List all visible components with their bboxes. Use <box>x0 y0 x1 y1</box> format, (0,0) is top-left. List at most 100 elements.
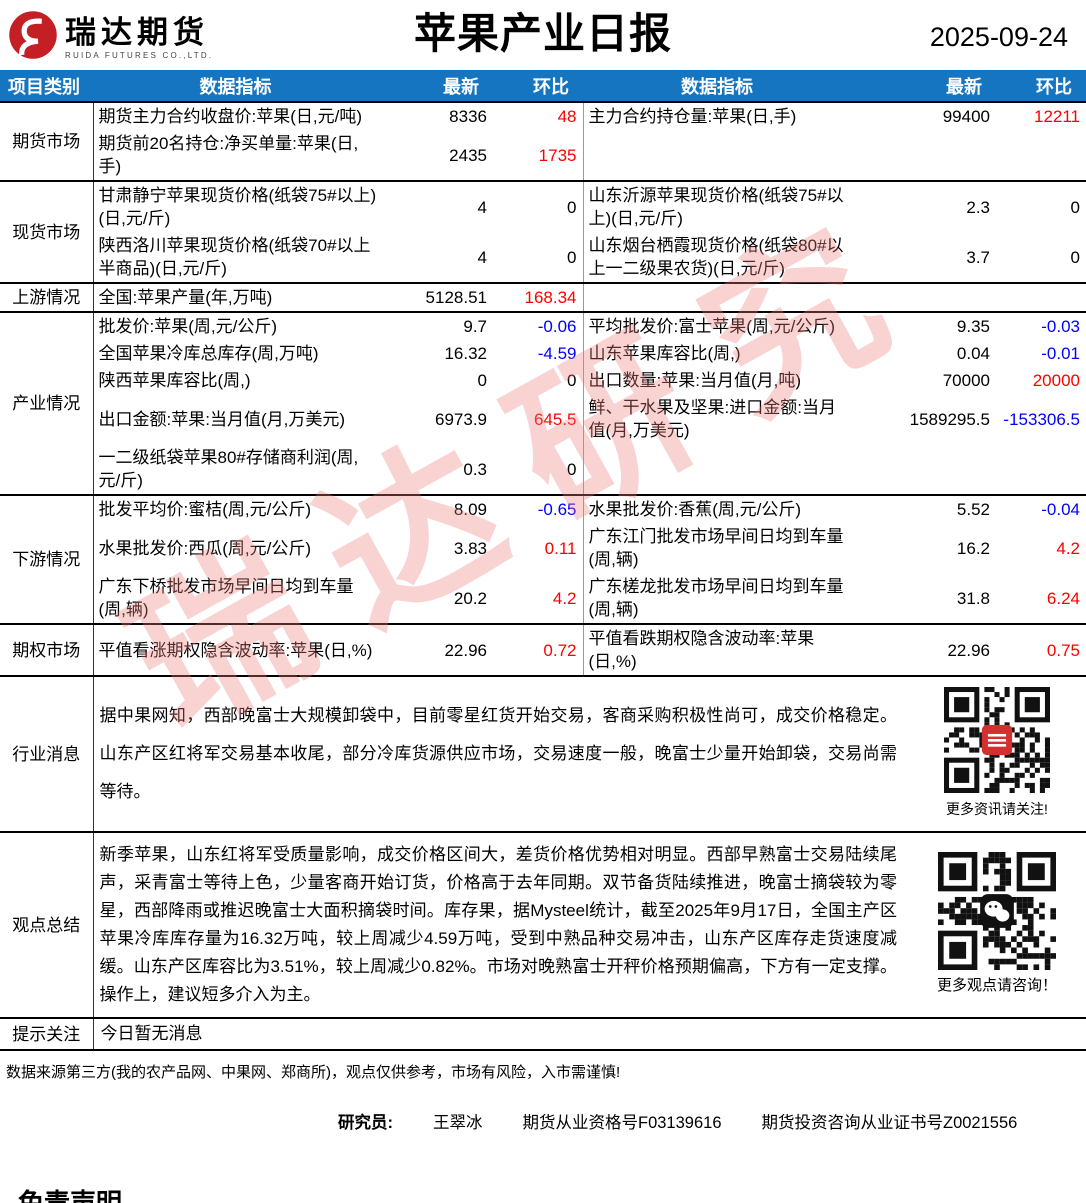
latest-value: 5128.51 <box>378 282 493 312</box>
table-row: 陕西苹果库容比(周,) 0 0 出口数量:苹果:当月值(月,吨) 70000 20000 <box>0 367 1086 394</box>
indicator-cell <box>582 282 851 312</box>
researcher-cert-2: 期货投资咨询从业证书号Z0021556 <box>761 1114 1018 1132</box>
company-name: 瑞达期货 <box>65 15 209 50</box>
change-value: -0.65 <box>493 494 583 523</box>
latest-value: 16.2 <box>956 538 990 558</box>
latest-value <box>851 444 996 495</box>
change-value: 0 <box>567 371 577 390</box>
table-row: 陕西洛川苹果现货价格(纸袋70#以上半商品)(日,元/斤) 4 0 山东烟台栖霞现货价… <box>0 232 1086 283</box>
report-title: 苹果产业日报 <box>413 10 672 57</box>
change-value: 4.2 <box>552 588 577 608</box>
report-header: 瑞达期货 RUIDA FUTURES CO.,LTD. 苹果产业日报 2025-… <box>0 0 1086 70</box>
latest-value <box>851 282 996 312</box>
table-row: 水果批发价:西瓜(周,元/公斤) 3.83 0.11 广东江门批发市场早间日均到车量(… <box>0 523 1086 573</box>
indicator-cell: 陕西洛川苹果现货价格(纸袋70#以上半商品)(日,元/斤) <box>98 236 371 278</box>
column-header: 环比 <box>996 70 1086 102</box>
change-value: 12211 <box>996 101 1086 130</box>
latest-value: 31.8 <box>956 588 990 608</box>
indicator-cell: 山东沂源苹果现货价格(纸袋75#以上)(日,元/斤) <box>582 180 851 232</box>
table-row: 一二级纸袋苹果80#存储商利润(周,元/斤) 0.3 0 <box>0 444 1086 495</box>
latest-value: 1589295.5 <box>909 409 990 429</box>
indicator-cell: 平均批发价:富士苹果(周,元/公斤) <box>582 311 851 340</box>
indicator-cell: 陕西苹果库容比(周,) <box>98 371 251 390</box>
latest-value: 8.09 <box>378 494 493 523</box>
indicator-cell: 水果批发价:西瓜(周,元/公斤) <box>98 538 312 558</box>
latest-value: 22.96 <box>851 623 996 676</box>
indicator-cell: 广东槎龙批发市场早间日均到车量(周,辆) <box>582 573 851 624</box>
table-row: 期货市场 期货主力合约收盘价:苹果(日,元/吨) 8336 48 主力合约持仓量:苹果(… <box>0 101 1086 181</box>
column-header: 环比 <box>493 70 583 102</box>
category-cell: 下游情况 <box>0 494 94 624</box>
change-value: 0 <box>567 459 577 479</box>
researcher-cert-1: 期货从业资格号F03139616 <box>522 1114 722 1132</box>
category-cell: 提示关注 <box>0 1017 94 1051</box>
change-value: 0.75 <box>996 623 1086 676</box>
indicator-cell: 出口数量:苹果:当月值(月,吨) <box>582 367 851 394</box>
category-cell: 期权市场 <box>0 623 94 676</box>
category-cell: 现货市场 <box>0 180 94 283</box>
latest-value: 3.83 <box>453 538 487 558</box>
researcher-label: 研究员: <box>338 1114 393 1132</box>
disclaimer-title: 免责声明 <box>18 1188 123 1203</box>
indicator-cell: 甘肃静宁苹果现货价格(纸袋75#以上)(日,元/斤) <box>93 180 378 232</box>
column-header: 最新 <box>378 70 493 102</box>
table-row: 现货市场 甘肃静宁苹果现货价格(纸袋75#以上)(日,元/斤) 4 0 山东沂源苹果现货… <box>0 180 1086 283</box>
indicator-cell: 出口金额:苹果:当月值(月,万美元) <box>98 409 346 429</box>
change-value: 168.34 <box>493 282 583 312</box>
latest-value: 2.3 <box>851 180 996 232</box>
researcher-line: 研究员: 王翠冰 期货从业资格号F03139616 期货投资咨询从业证书号Z00… <box>338 1109 1086 1133</box>
change-value: -0.01 <box>1041 344 1080 363</box>
indicator-cell <box>582 444 851 495</box>
indicator-cell: 水果批发价:香蕉(周,元/公斤) <box>582 494 851 523</box>
change-value: 1735 <box>538 145 577 165</box>
change-value: 0 <box>996 180 1086 232</box>
report-date: 2025-09-24 <box>929 22 1068 52</box>
latest-value: 6973.9 <box>435 409 487 429</box>
section-paragraph: 据中果网知，西部晚富士大规模卸袋中，目前零星红货开始交易，客商采购积极性尚可，成… <box>99 706 898 801</box>
latest-value: 22.96 <box>378 623 493 676</box>
change-value: -0.04 <box>996 494 1086 523</box>
latest-value: 99400 <box>851 101 996 130</box>
latest-value: 5.52 <box>851 494 996 523</box>
indicator-cell: 山东烟台栖霞现货价格(纸袋80#以上一二级果农货)(日,元/斤) <box>582 232 851 283</box>
latest-value: 0.04 <box>956 344 990 363</box>
table-row: 全国苹果冷库总库存(周,万吨) 16.32 -4.59 山东苹果库容比(周,) 0.04… <box>0 340 1086 367</box>
latest-value: 70000 <box>942 371 990 390</box>
change-value: 0.72 <box>493 623 583 676</box>
change-value: 0.11 <box>544 538 577 558</box>
table-row: 行业消息 据中果网知，西部晚富士大规模卸袋中，目前零星红货开始交易，客商采购积极性… <box>0 675 1086 832</box>
change-value <box>996 282 1086 312</box>
column-header: 项目类别 <box>0 70 93 102</box>
change-value <box>996 444 1086 495</box>
indicator-cell: 期货主力合约收盘价:苹果(日,元/吨) <box>93 101 378 130</box>
latest-value: 2435 <box>449 145 487 165</box>
category-cell: 产业情况 <box>0 311 94 495</box>
change-value <box>996 130 1086 181</box>
table-row: 出口金额:苹果:当月值(月,万美元) 6973.9 645.5 鲜、干水果及坚果:进口… <box>0 394 1086 444</box>
indicator-cell: 期货前20名持仓:净买单量:苹果(日,手) <box>98 134 359 176</box>
researcher-name: 王翠冰 <box>433 1114 483 1132</box>
table-row: 观点总结 新季苹果，山东红将军受质量影响，成交价格区间大，差货价格优势相对明显。西… <box>0 831 1086 1018</box>
qr-caption: 更多观点请咨询！ <box>936 978 1057 994</box>
change-value: -4.59 <box>537 344 577 363</box>
latest-value: 4 <box>477 247 487 267</box>
latest-value: 8336 <box>378 101 493 130</box>
indicator-cell: 批发平均价:蜜桔(周,元/公斤) <box>93 494 378 523</box>
logo-icon <box>9 11 57 59</box>
table-header-row: 项目类别 数据指标 最新 环比 数据指标 最新 环比 <box>0 70 1086 102</box>
latest-value <box>851 130 996 181</box>
indicator-cell: 山东苹果库容比(周,) <box>582 340 851 367</box>
indicator-cell: 批发价:苹果(周,元/公斤) <box>93 311 378 340</box>
category-cell: 上游情况 <box>0 282 94 312</box>
indicator-cell: 广东江门批发市场早间日均到车量(周,辆) <box>582 523 851 573</box>
change-value: 4.2 <box>1056 538 1080 558</box>
company-logo: 瑞达期货 RUIDA FUTURES CO.,LTD. <box>8 10 213 60</box>
change-value: 20000 <box>1032 371 1080 390</box>
indicator-table: 项目类别 数据指标 最新 环比 数据指标 最新 环比 期货市场 期货主力合约收盘价:苹果(日,… <box>0 70 1086 1051</box>
latest-value: 20.2 <box>453 588 487 608</box>
qr-code-red-logo-icon <box>944 687 1050 793</box>
table-row: 期权市场 平值看涨期权隐含波动率:苹果(日,%) 22.96 0.72 平值看跌期权隐含… <box>0 623 1086 676</box>
company-name-en: RUIDA FUTURES CO.,LTD. <box>65 51 214 60</box>
indicator-cell <box>582 130 851 181</box>
